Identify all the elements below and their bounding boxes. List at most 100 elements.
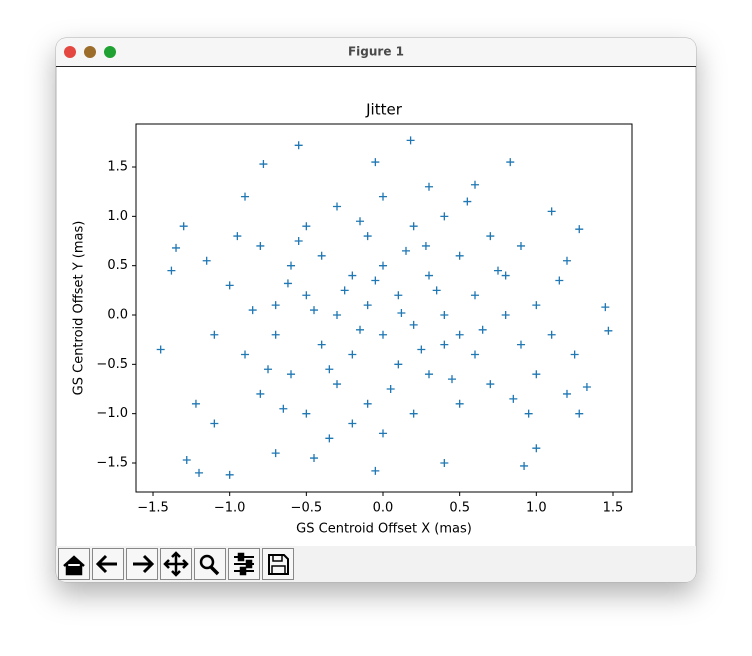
point	[256, 389, 265, 398]
point	[440, 458, 449, 467]
y-tick-label: −1.5	[96, 455, 128, 470]
forward-button[interactable]	[126, 548, 158, 580]
point	[356, 325, 365, 334]
point	[348, 419, 357, 428]
point	[325, 365, 334, 374]
point	[340, 286, 349, 295]
point	[225, 470, 234, 479]
point	[409, 409, 418, 418]
point	[440, 311, 449, 320]
point	[532, 444, 541, 453]
point	[509, 394, 518, 403]
point	[455, 330, 464, 339]
point	[195, 468, 204, 477]
point	[302, 291, 311, 300]
point	[478, 325, 487, 334]
point	[167, 266, 176, 275]
point	[562, 389, 571, 398]
x-tick-label: −0.5	[291, 501, 323, 516]
point	[575, 225, 584, 234]
point	[440, 340, 449, 349]
points	[156, 136, 613, 479]
point	[317, 340, 326, 349]
point	[256, 241, 265, 250]
point	[493, 266, 502, 275]
point	[575, 409, 584, 418]
y-tick-label: 1.5	[107, 160, 128, 175]
point	[501, 311, 510, 320]
home-button[interactable]	[58, 548, 90, 580]
point	[210, 330, 219, 339]
x-tick-label: 1.0	[526, 501, 547, 516]
point	[486, 380, 495, 389]
point	[520, 461, 529, 470]
point	[532, 370, 541, 379]
point	[371, 158, 380, 167]
point	[241, 192, 250, 201]
point	[562, 256, 571, 265]
point	[363, 232, 372, 241]
toolbar-buttons	[58, 548, 294, 580]
point	[409, 320, 418, 329]
point	[421, 241, 430, 250]
point	[241, 350, 250, 359]
point	[555, 276, 564, 285]
x-tick-label: 0.0	[373, 501, 394, 516]
point	[271, 330, 280, 339]
point	[582, 383, 591, 392]
x-axis-label: GS Centroid Offset X (mas)	[296, 522, 472, 537]
y-axis-label: GS Centroid Offset Y (mas)	[72, 221, 87, 396]
title-bar	[56, 38, 696, 66]
point	[470, 291, 479, 300]
back-button[interactable]	[92, 548, 124, 580]
point	[547, 207, 556, 216]
point	[310, 454, 319, 463]
y-tick-label: 1.0	[107, 209, 128, 224]
point	[202, 256, 211, 265]
point	[283, 279, 292, 288]
point	[425, 370, 433, 379]
point	[356, 217, 365, 226]
save-button[interactable]	[262, 548, 294, 580]
point	[516, 241, 525, 250]
point	[325, 434, 334, 443]
point	[379, 429, 388, 438]
x-tick-label: 1.5	[603, 501, 624, 516]
point	[486, 232, 495, 241]
point	[524, 409, 533, 418]
point	[233, 232, 242, 241]
plot: Jitter GS Centroid Offset X (mas) GS Cen…	[72, 101, 633, 537]
point	[225, 281, 234, 290]
point	[516, 340, 525, 349]
point	[394, 291, 403, 300]
pan-button[interactable]	[160, 548, 192, 580]
zoom-rect-button[interactable]	[194, 548, 226, 580]
point	[363, 301, 372, 310]
point	[156, 345, 165, 354]
configure-button[interactable]	[228, 548, 260, 580]
point	[409, 222, 418, 231]
point	[333, 202, 342, 211]
point	[601, 303, 610, 312]
point	[432, 286, 441, 295]
point	[310, 306, 319, 315]
point	[604, 326, 613, 335]
point	[302, 222, 311, 231]
point	[279, 404, 288, 413]
close-button[interactable]	[64, 46, 76, 58]
point	[191, 399, 200, 408]
point	[271, 449, 280, 458]
window-title: Figure 1	[348, 45, 404, 59]
point	[317, 251, 326, 260]
point	[570, 350, 579, 359]
point	[302, 409, 311, 418]
point	[182, 456, 191, 465]
zoom-button[interactable]	[104, 46, 116, 58]
point	[402, 246, 411, 255]
point	[532, 301, 541, 310]
point	[547, 330, 556, 339]
minimize-button[interactable]	[84, 46, 96, 58]
point	[379, 192, 388, 201]
point	[371, 466, 380, 475]
